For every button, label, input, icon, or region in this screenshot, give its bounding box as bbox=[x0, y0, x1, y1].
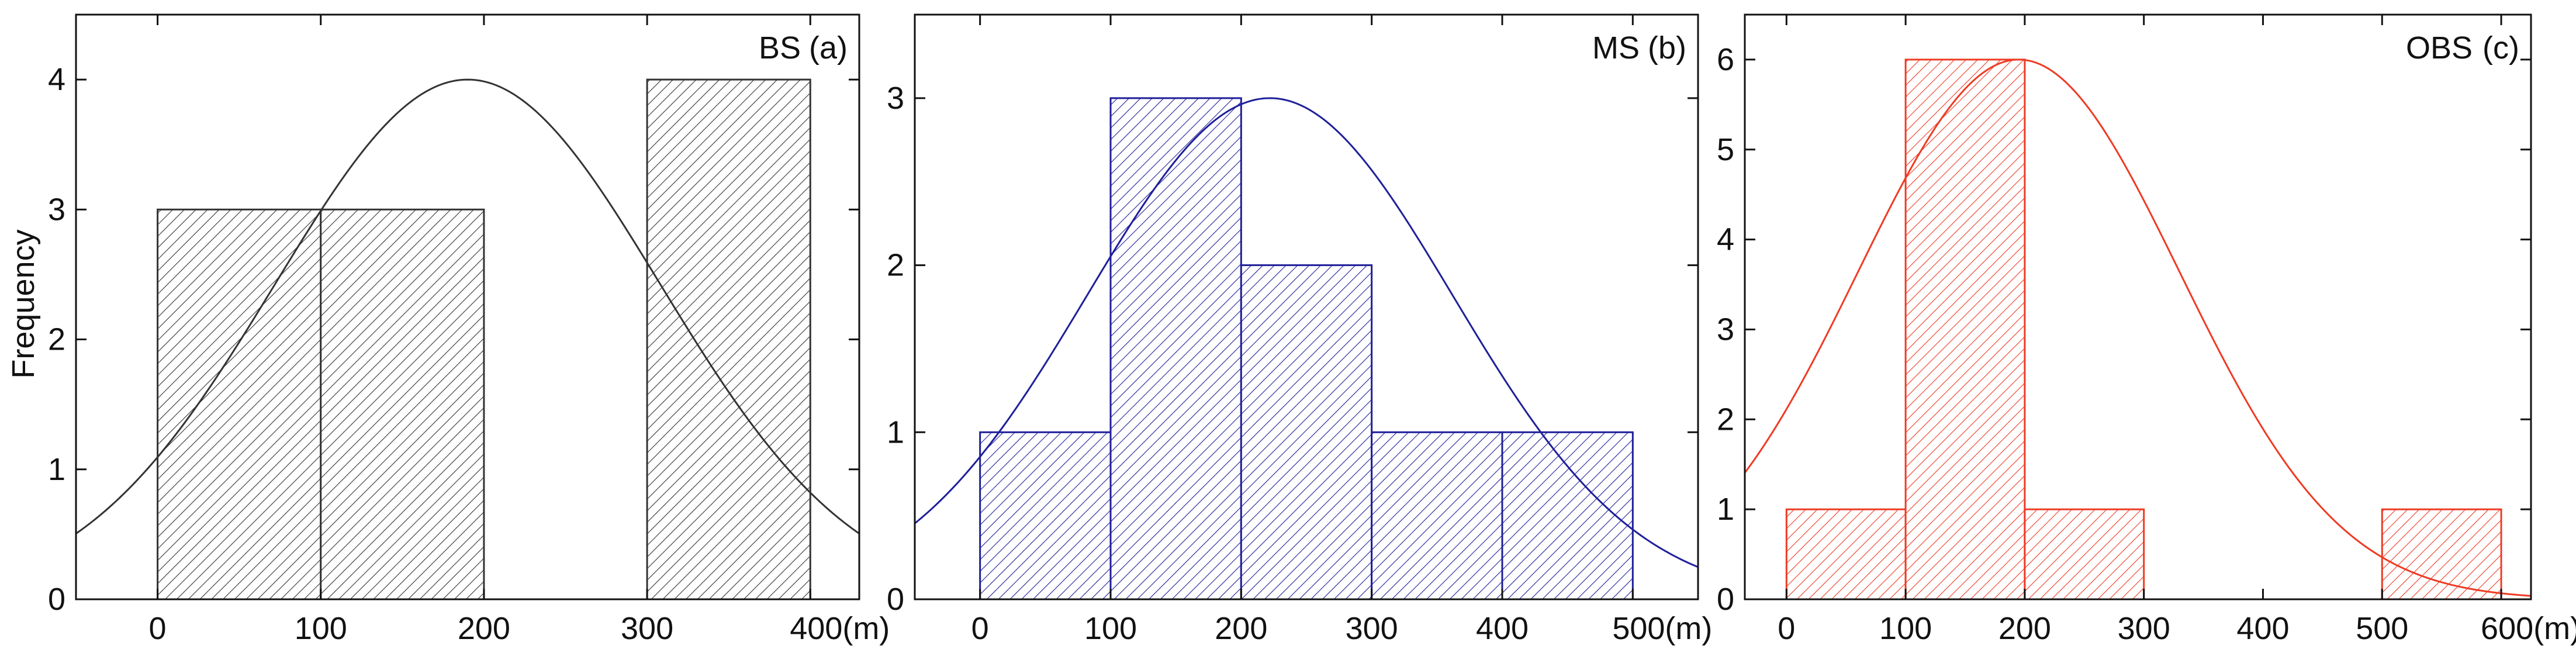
plot-frame bbox=[914, 13, 1699, 600]
bar-200-300 bbox=[1240, 264, 1373, 600]
panel-bs: 0 100 200 300 400(m) 0 1 2 3 4 BS (a) bbox=[48, 13, 890, 646]
y-tick-label: 4 bbox=[1717, 222, 1734, 257]
bar-500-600 bbox=[2381, 508, 2502, 600]
x-tick-label: 0 bbox=[149, 611, 167, 646]
x-tick-label: 400 bbox=[2236, 611, 2289, 646]
x-tick-label: 500(m) bbox=[1612, 611, 1712, 646]
x-tick-label: 400(m) bbox=[790, 611, 890, 646]
normal-fit-curve bbox=[76, 78, 859, 534]
x-tick-label: 100 bbox=[1879, 611, 1932, 646]
plot-frame bbox=[75, 13, 860, 600]
bar-100-200 bbox=[1904, 58, 2026, 600]
panel-title: OBS bbox=[2406, 30, 2473, 65]
x-tick-label: 300 bbox=[621, 611, 673, 646]
panel-title: BS bbox=[759, 30, 801, 65]
x-tick-label: 0 bbox=[971, 611, 989, 646]
y-tick-label: 2 bbox=[48, 322, 65, 357]
x-tick-label: 200 bbox=[458, 611, 510, 646]
bar-300-400 bbox=[646, 78, 811, 600]
x-tick-label: 500 bbox=[2356, 611, 2408, 646]
bar-100-200 bbox=[1109, 97, 1242, 600]
normal-fit-curve bbox=[1745, 58, 2531, 597]
panel-letter: (a) bbox=[809, 30, 848, 65]
x-tick-label: 300 bbox=[2118, 611, 2170, 646]
y-tick-label: 3 bbox=[887, 81, 904, 116]
x-tick-label: 100 bbox=[295, 611, 347, 646]
panel-ms: 0 100 200 300 400 500(m) 0 1 2 3 MS (b) bbox=[887, 13, 1712, 646]
x-tick-label: 200 bbox=[1215, 611, 1267, 646]
panel-obs: 0 100 200 300 400 500 600(m) 0 1 2 3 4 5 6 OBS (c) bbox=[1717, 13, 2576, 646]
bar-200-300 bbox=[2024, 508, 2145, 600]
x-tick-label: 600(m) bbox=[2481, 611, 2576, 646]
y-tick-label: 4 bbox=[48, 62, 65, 97]
y-tick-label: 3 bbox=[48, 192, 65, 227]
y-tick-label: 0 bbox=[48, 582, 65, 617]
y-tick-label: 1 bbox=[48, 452, 65, 487]
bar-400-500 bbox=[1501, 431, 1634, 600]
bar-0-100 bbox=[157, 208, 322, 600]
y-tick-label: 1 bbox=[1717, 492, 1734, 527]
y-tick-label: 0 bbox=[1717, 582, 1734, 617]
panel-letter: (c) bbox=[2482, 30, 2519, 65]
plot-frame bbox=[1744, 13, 2532, 600]
x-tick-label: 100 bbox=[1084, 611, 1137, 646]
bar-0-100 bbox=[979, 431, 1112, 600]
x-tick-label: 200 bbox=[1998, 611, 2051, 646]
x-tick-label: 0 bbox=[1778, 611, 1795, 646]
bar-100-200 bbox=[320, 208, 485, 600]
y-tick-label: 2 bbox=[1717, 402, 1734, 437]
panel-title: MS bbox=[1592, 30, 1640, 65]
bar-300-400 bbox=[1371, 431, 1503, 600]
y-tick-label: 6 bbox=[1717, 42, 1734, 77]
normal-fit-curve bbox=[915, 97, 1698, 568]
bar-0-100 bbox=[1785, 508, 1907, 600]
y-tick-label: 0 bbox=[887, 582, 904, 617]
x-tick-label: 300 bbox=[1346, 611, 1398, 646]
y-tick-label: 2 bbox=[887, 248, 904, 283]
y-tick-label: 3 bbox=[1717, 312, 1734, 347]
y-tick-label: 5 bbox=[1717, 132, 1734, 167]
y-axis-title: Frequency bbox=[6, 229, 41, 378]
panel-letter: (b) bbox=[1648, 30, 1686, 65]
x-tick-label: 400 bbox=[1476, 611, 1529, 646]
y-tick-label: 1 bbox=[887, 415, 904, 450]
